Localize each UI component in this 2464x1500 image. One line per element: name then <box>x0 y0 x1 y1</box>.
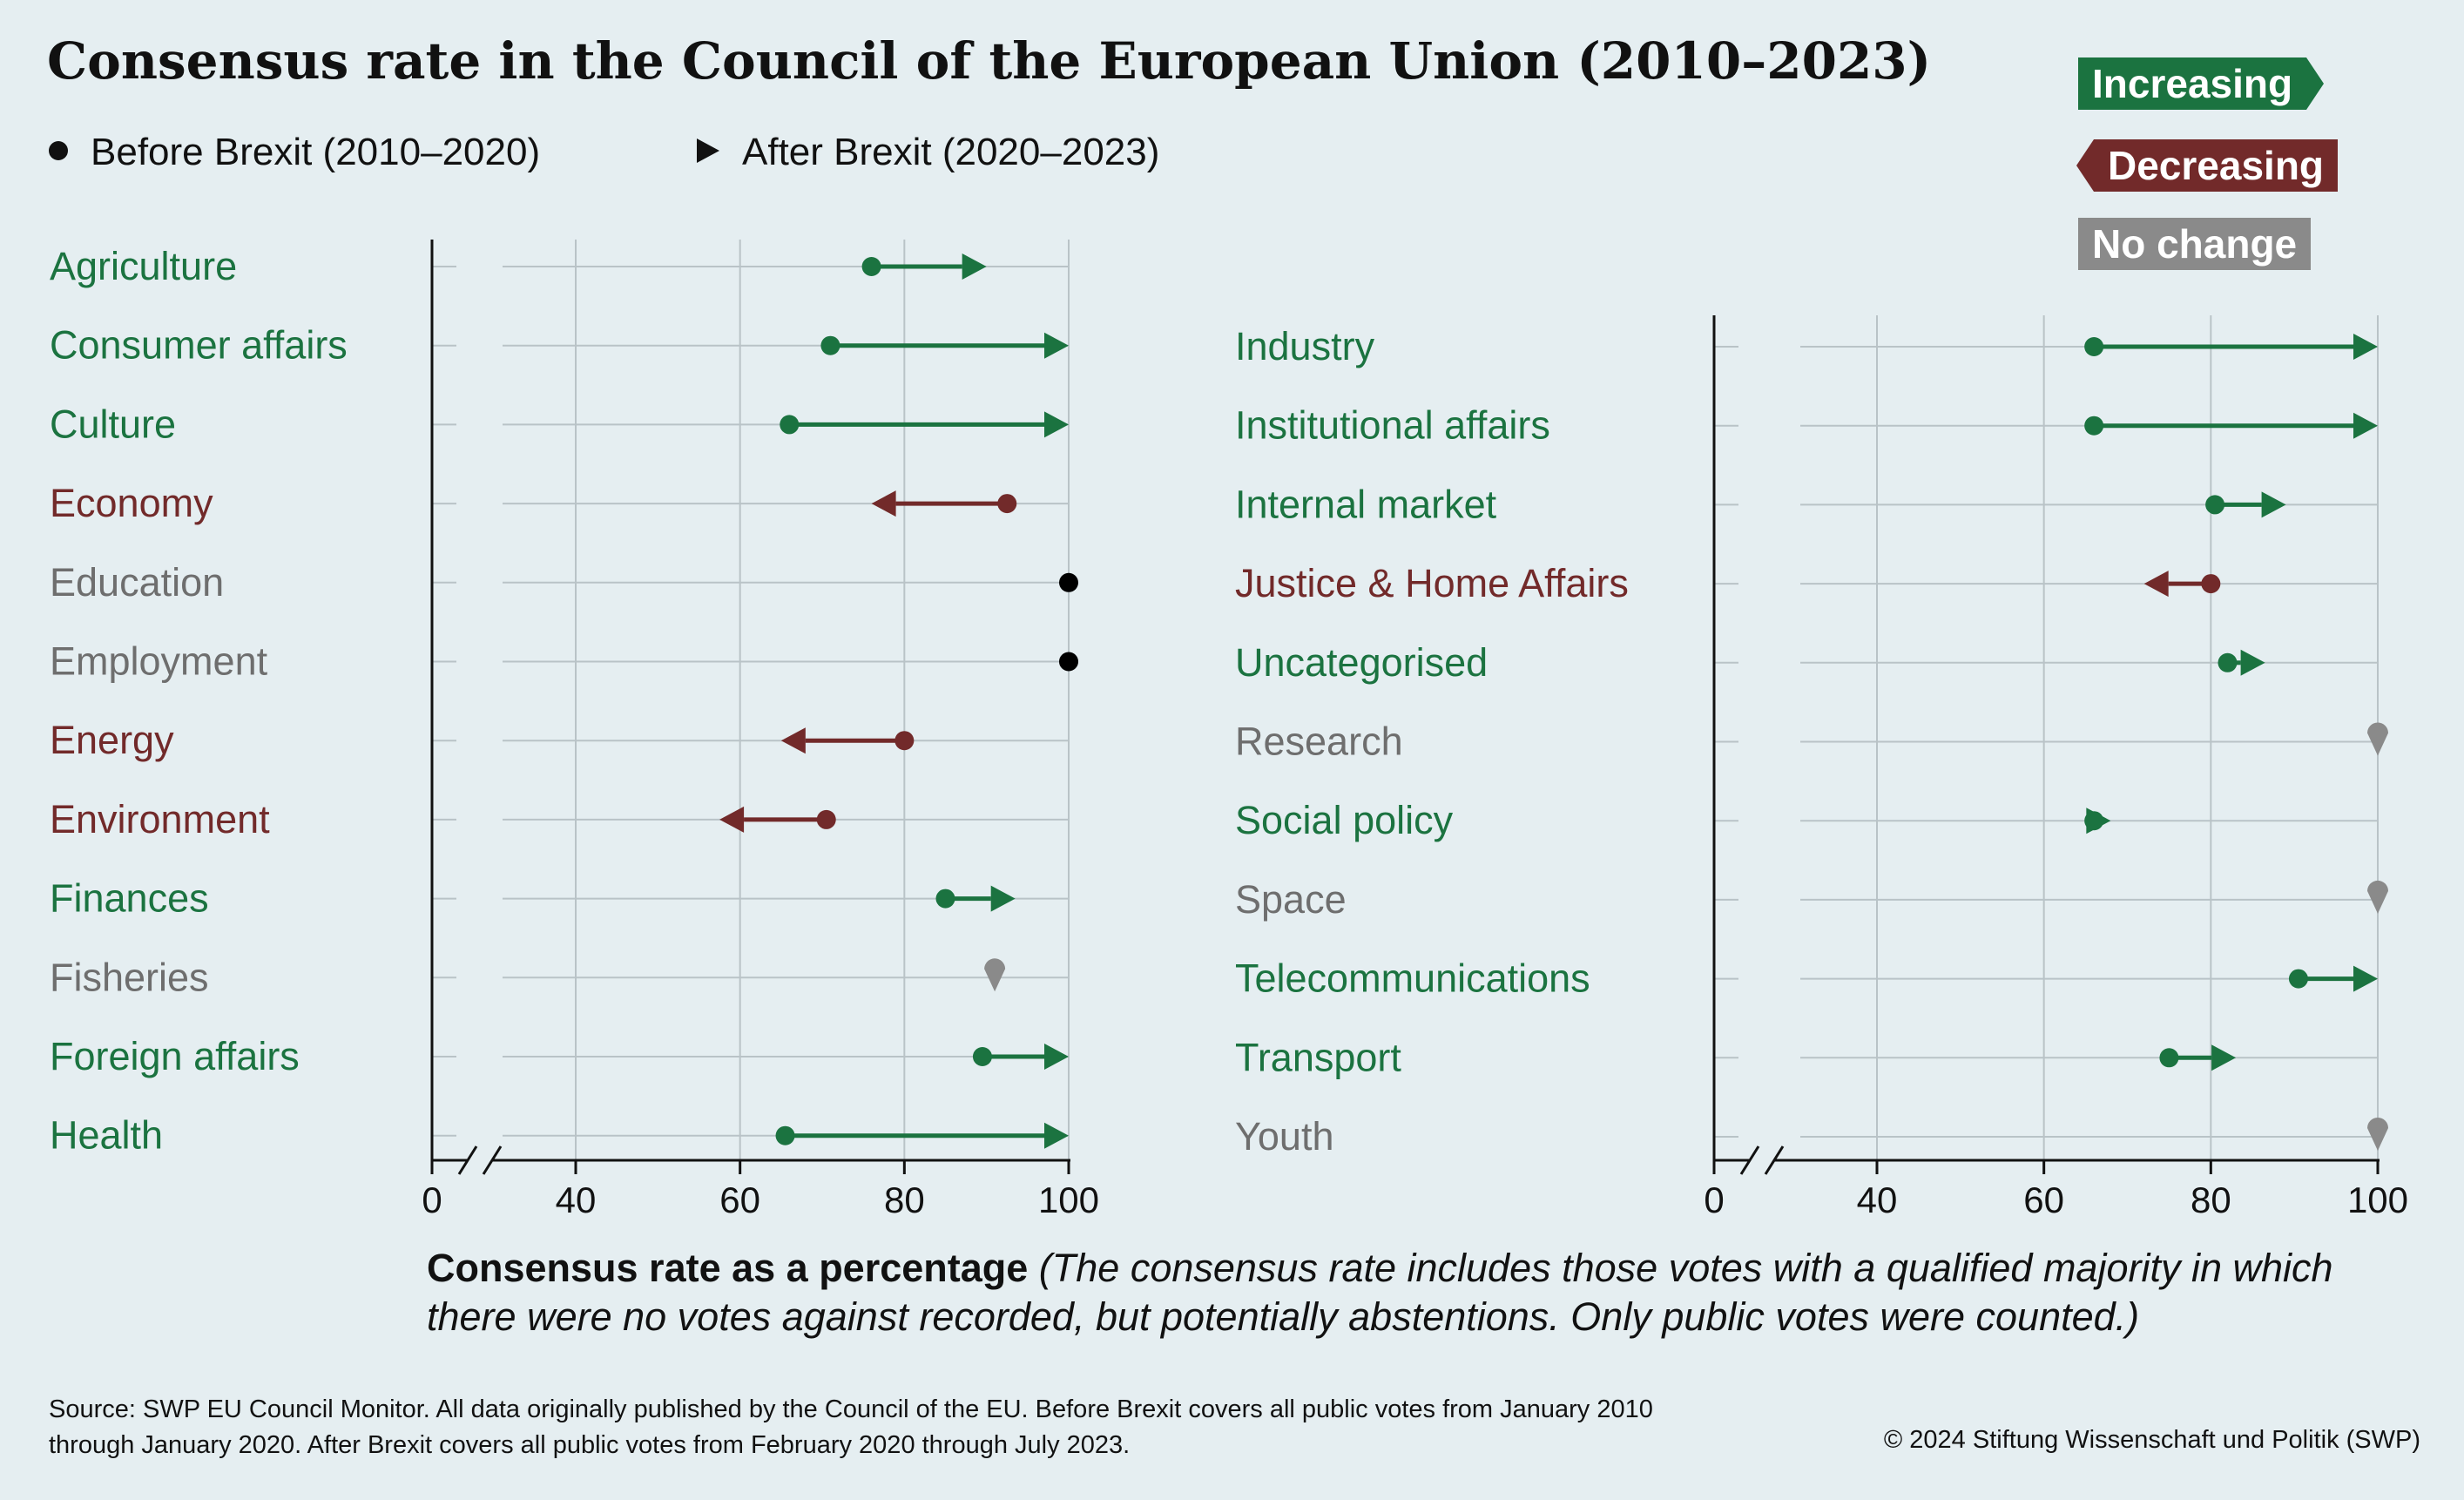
legend-before-label: Before Brexit (2010–2020) <box>91 131 541 173</box>
chart-panel-1: 0 40 60 80 100 Agriculture Consumer affairs Cul… <box>50 240 1099 1220</box>
axis-break-slash <box>1739 1145 1760 1175</box>
after-arrow-marker <box>2261 491 2286 518</box>
after-arrow-marker <box>780 727 806 754</box>
before-dot-marker <box>2159 1048 2179 1068</box>
legend-increasing-tag: Increasing <box>2078 57 2325 110</box>
x-tick-label: 40 <box>556 1179 597 1220</box>
axis-break-gap <box>1750 1157 1774 1164</box>
before-dot-marker <box>2084 416 2104 436</box>
before-dot-marker <box>894 731 915 751</box>
no-change-marker <box>2367 880 2388 914</box>
x-tick-label: 40 <box>1857 1179 1898 1220</box>
category-label: Research <box>1235 720 1403 764</box>
before-dot-marker <box>1059 572 1078 592</box>
legend-no-change-tag: No change <box>2078 218 2312 270</box>
before-dot-marker <box>2201 574 2221 594</box>
after-arrow-marker <box>2143 571 2169 598</box>
category-label: Space <box>1235 877 1347 922</box>
category-label: Economy <box>50 481 213 525</box>
category-label: Foreign affairs <box>50 1034 300 1078</box>
before-dot-marker <box>997 494 1017 514</box>
before-dot-marker <box>780 415 800 435</box>
category-label: Agriculture <box>50 244 237 288</box>
chart-panel-2: 0 40 60 80 100 Industry Institutional affairs I… <box>1235 315 2408 1220</box>
no-change-marker <box>984 958 1006 992</box>
x-tick-label: 100 <box>2347 1179 2408 1220</box>
x-axis-label-main: Consensus rate as a percentage <box>427 1246 1029 1290</box>
x-tick-label: 80 <box>2191 1179 2231 1220</box>
x-axis-label: Consensus rate as a percentage (The cons… <box>427 1244 2430 1341</box>
before-dot-marker <box>816 809 836 829</box>
before-dot-marker <box>2205 495 2225 515</box>
no-change-marker <box>2367 722 2388 756</box>
legend-after-label: After Brexit (2020–2023) <box>742 131 1160 173</box>
category-label: Finances <box>50 876 209 921</box>
after-arrow-marker <box>2353 965 2378 992</box>
before-dot-marker <box>935 889 955 909</box>
before-dot-marker <box>861 257 881 276</box>
category-label: Consumer affairs <box>50 323 348 368</box>
category-label: Internal market <box>1235 482 1497 526</box>
chart-title: Consensus rate in the Council of the Eur… <box>47 31 1932 91</box>
category-label: Culture <box>50 402 176 446</box>
before-dot-marker <box>2084 811 2104 831</box>
after-arrow-marker <box>2211 1044 2237 1071</box>
x-tick-label: 60 <box>2023 1179 2064 1220</box>
category-label: Employment <box>50 639 268 684</box>
triangle-marker-icon <box>697 139 719 164</box>
category-label: Health <box>50 1113 163 1158</box>
x-tick-label: 0 <box>1704 1179 1724 1220</box>
after-arrow-marker <box>2353 412 2378 439</box>
category-label: Industry <box>1235 324 1375 368</box>
category-label: Fisheries <box>50 955 209 999</box>
legend-after-brexit: After Brexit (2020–2023) <box>697 131 1159 174</box>
category-label: Education <box>50 560 224 605</box>
no-change-marker <box>2367 1118 2388 1151</box>
before-dot-marker <box>2288 969 2308 989</box>
category-label: Institutional affairs <box>1235 403 1550 448</box>
category-label: Social policy <box>1235 798 1454 842</box>
category-label: Telecommunications <box>1235 956 1590 1001</box>
before-dot-marker <box>2218 652 2238 672</box>
after-arrow-marker <box>1044 411 1069 438</box>
after-arrow-marker <box>1044 332 1069 359</box>
x-tick-label: 100 <box>1038 1179 1099 1220</box>
axis-break-gap <box>468 1157 492 1164</box>
legend-decreasing-tag: Decreasing <box>2076 139 2339 192</box>
axis-break-slash <box>457 1145 478 1175</box>
after-arrow-marker <box>1044 1044 1069 1070</box>
x-axis-label-note: (The consensus rate includes those votes… <box>427 1246 2333 1339</box>
x-tick-label: 60 <box>719 1179 760 1220</box>
copyright: © 2024 Stiftung Wissenschaft und Politik… <box>1883 1426 2420 1454</box>
category-label: Youth <box>1235 1114 1333 1159</box>
after-arrow-marker <box>871 490 896 517</box>
category-label: Environment <box>50 797 270 841</box>
category-label: Transport <box>1235 1035 1401 1079</box>
circle-marker-icon <box>49 141 68 161</box>
after-arrow-marker <box>962 253 987 280</box>
after-arrow-marker <box>2353 334 2378 360</box>
before-dot-marker <box>972 1047 992 1066</box>
after-arrow-marker <box>719 806 745 833</box>
after-arrow-marker <box>1044 1122 1069 1149</box>
legend-before-brexit: Before Brexit (2010–2020) <box>49 131 540 174</box>
axis-break-slash <box>1764 1145 1785 1175</box>
before-dot-marker <box>820 335 840 355</box>
before-dot-marker <box>775 1125 795 1145</box>
axis-break-slash <box>482 1145 503 1175</box>
before-dot-marker <box>1059 652 1078 672</box>
x-tick-label: 80 <box>884 1179 925 1220</box>
before-dot-marker <box>2084 337 2104 356</box>
x-tick-label: 0 <box>422 1179 442 1220</box>
after-arrow-marker <box>990 885 1016 912</box>
category-label: Uncategorised <box>1235 640 1488 685</box>
source-note: Source: SWP EU Council Monitor. All data… <box>49 1395 1653 1459</box>
category-label: Energy <box>50 718 174 762</box>
after-arrow-marker <box>2240 649 2265 676</box>
category-label: Justice & Home Affairs <box>1235 561 1629 605</box>
